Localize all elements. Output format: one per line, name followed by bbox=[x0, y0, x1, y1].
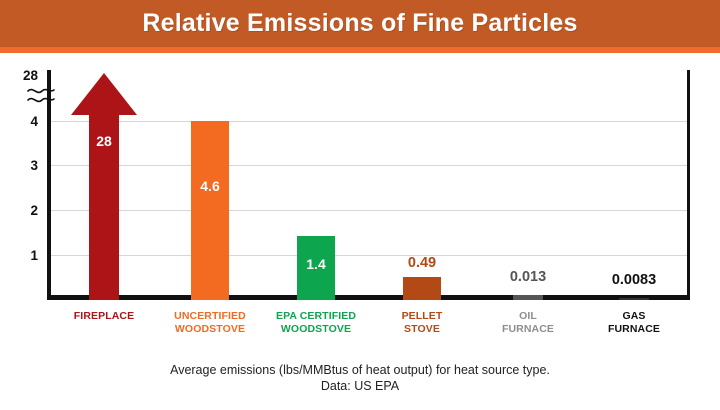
bar-value-epa-certified-woodstove: 1.4 bbox=[306, 256, 326, 272]
bar-uncertified-woodstove[interactable] bbox=[191, 121, 229, 300]
bar-slot-uncertified-woodstove[interactable]: 4.6 bbox=[157, 73, 263, 300]
gridline-2 bbox=[51, 210, 687, 211]
gridline-4 bbox=[51, 121, 687, 122]
gridline-1 bbox=[51, 255, 687, 256]
bar-epa-certified-woodstove[interactable] bbox=[297, 236, 335, 300]
x-label-pellet-stove: PELLET STOVE bbox=[369, 310, 475, 335]
bar-pellet-stove[interactable] bbox=[403, 277, 441, 300]
y-tick-3: 3 bbox=[30, 158, 38, 173]
gridlines-layer bbox=[51, 73, 687, 300]
x-label-epa-certified-woodstove-line1: EPA CERTIFIED bbox=[275, 310, 357, 322]
y-tick-2: 2 bbox=[30, 203, 38, 218]
gridline-3 bbox=[51, 165, 687, 166]
bar-value-gas-furnace: 0.0083 bbox=[611, 272, 657, 288]
x-label-uncertified-woodstove-line2: WOODSTOVE bbox=[174, 322, 246, 335]
y-tick-1: 1 bbox=[30, 248, 38, 263]
header-band: Relative Emissions of Fine Particles bbox=[0, 0, 720, 47]
x-label-oil-furnace: OIL FURNACE bbox=[475, 310, 581, 335]
x-label-oil-furnace-line1: OIL bbox=[519, 310, 537, 322]
bar-slot-pellet-stove[interactable]: 0.49 bbox=[369, 73, 475, 300]
caption-line-1: Average emissions (lbs/MMBtus of heat ou… bbox=[170, 363, 550, 377]
header-accent-stripe bbox=[0, 47, 720, 53]
bar-value-uncertified-woodstove: 4.6 bbox=[200, 178, 220, 194]
bar-slot-gas-furnace[interactable]: 0.0083 bbox=[581, 73, 687, 300]
x-label-pellet-stove-line1: PELLET bbox=[401, 310, 443, 322]
bar-oil-furnace[interactable] bbox=[513, 295, 543, 300]
bar-fireplace-arrow[interactable] bbox=[71, 73, 137, 300]
x-label-epa-certified-woodstove: EPA CERTIFIED WOODSTOVE bbox=[263, 310, 369, 335]
x-label-pellet-stove-line2: STOVE bbox=[404, 322, 440, 335]
x-label-uncertified-woodstove: UNCERTIFIED WOODSTOVE bbox=[157, 310, 263, 335]
bar-value-oil-furnace: 0.013 bbox=[509, 269, 547, 285]
bar-slot-fireplace[interactable]: 28 bbox=[51, 73, 157, 300]
x-label-fireplace-line1: FIREPLACE bbox=[73, 310, 135, 322]
y-tick-4: 4 bbox=[30, 114, 38, 129]
bar-value-pellet-stove: 0.49 bbox=[407, 255, 437, 271]
bar-gas-furnace[interactable] bbox=[619, 298, 649, 300]
x-label-uncertified-woodstove-line1: UNCERTIFIED bbox=[174, 310, 246, 322]
chart-caption: Average emissions (lbs/MMBtus of heat ou… bbox=[0, 362, 720, 394]
caption-line-2: Data: US EPA bbox=[320, 379, 400, 393]
chart-plot-frame bbox=[47, 70, 690, 300]
y-tick-28: 28 bbox=[22, 68, 38, 83]
x-label-gas-furnace-line1: GAS bbox=[622, 310, 646, 322]
bar-value-fireplace: 28 bbox=[96, 133, 112, 149]
bar-slot-oil-furnace[interactable]: 0.013 bbox=[475, 73, 581, 300]
x-axis-labels: FIREPLACE UNCERTIFIED WOODSTOVE EPA CERT… bbox=[51, 310, 687, 350]
x-label-gas-furnace-line2: FURNACE bbox=[607, 322, 661, 335]
x-label-gas-furnace: GAS FURNACE bbox=[581, 310, 687, 335]
bar-slot-epa-certified-woodstove[interactable]: 1.4 bbox=[263, 73, 369, 300]
x-label-fireplace: FIREPLACE bbox=[51, 310, 157, 323]
page-title: Relative Emissions of Fine Particles bbox=[142, 9, 578, 37]
bars-layer: 28 4.6 1.4 0.49 0.013 0.0083 bbox=[51, 73, 687, 300]
x-label-oil-furnace-line2: FURNACE bbox=[501, 322, 555, 335]
x-label-epa-certified-woodstove-line2: WOODSTOVE bbox=[280, 322, 352, 335]
